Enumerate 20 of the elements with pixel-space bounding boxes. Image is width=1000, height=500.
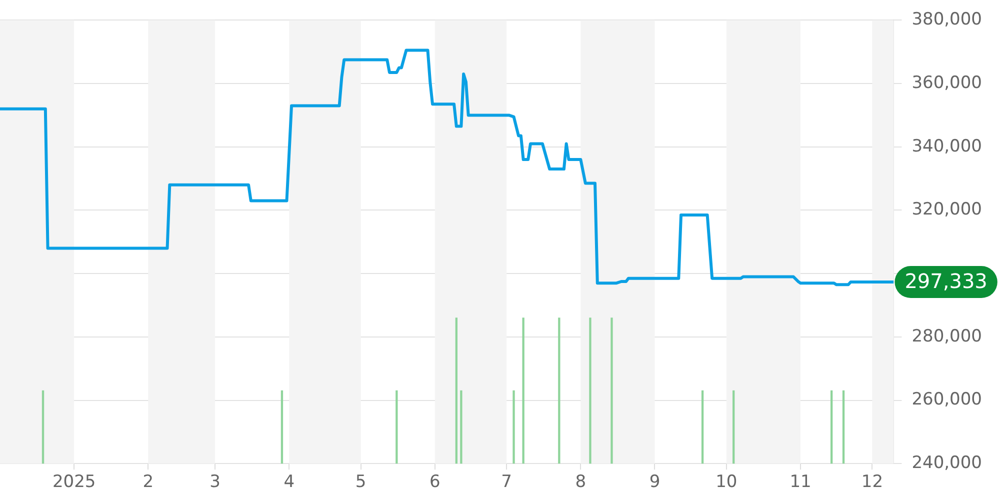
x-tick-label: 7 [501,472,512,492]
y-tick-label: 280,000 [912,326,982,346]
x-tick-label: 9 [649,472,660,492]
y-tick-label: 320,000 [912,200,982,220]
x-tick-label: 2 [142,472,154,492]
x-tick-label: 4 [284,472,295,492]
y-tick-label: 260,000 [912,390,982,410]
y-tick-label: 340,000 [912,136,982,156]
x-tick-label: 12 [861,472,884,492]
x-tick-label: 11 [790,472,812,492]
x-tick-label: 8 [575,472,586,492]
y-tick-label: 360,000 [912,72,982,93]
x-tick-label: 3 [210,472,220,492]
x-tick-label: 6 [429,472,440,492]
y-tick-label: 380,000 [912,10,982,30]
y-tick-label: 240,000 [912,453,982,474]
x-tick-label: 10 [716,472,738,492]
x-tick-label: 2025 [52,472,96,492]
text: 297,333 [904,269,988,294]
x-tick-label: 5 [355,472,366,492]
